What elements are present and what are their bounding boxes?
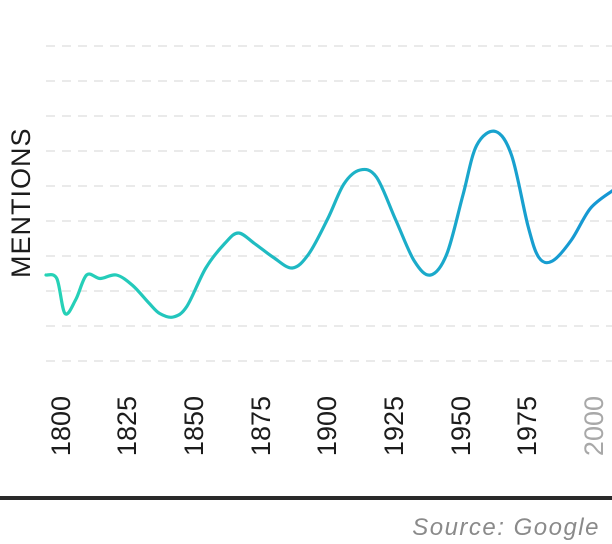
series-line — [44, 129, 612, 319]
y-axis-label: MENTIONS — [6, 127, 36, 278]
x-axis-ticks: 1800 1825 1850 1875 1900 1925 1950 1975 2000 — [46, 396, 609, 456]
bottom-rule — [0, 496, 612, 500]
x-tick-label: 1950 — [446, 396, 476, 456]
x-tick-label: 1800 — [46, 396, 76, 456]
x-tick-label: 2000 — [579, 396, 609, 456]
x-tick-label: 1875 — [246, 396, 276, 456]
source-note: Source: Google — [412, 514, 600, 541]
x-tick-label: 1975 — [512, 396, 542, 456]
x-tick-label: 1925 — [379, 396, 409, 456]
chart: MENTIONS 1800 1825 1850 1875 1900 1925 1950 197… — [6, 45, 612, 456]
x-tick-label: 1900 — [312, 396, 342, 456]
x-tick-label: 1850 — [179, 396, 209, 456]
x-tick-label: 1825 — [112, 396, 142, 456]
gridlines — [46, 45, 612, 362]
